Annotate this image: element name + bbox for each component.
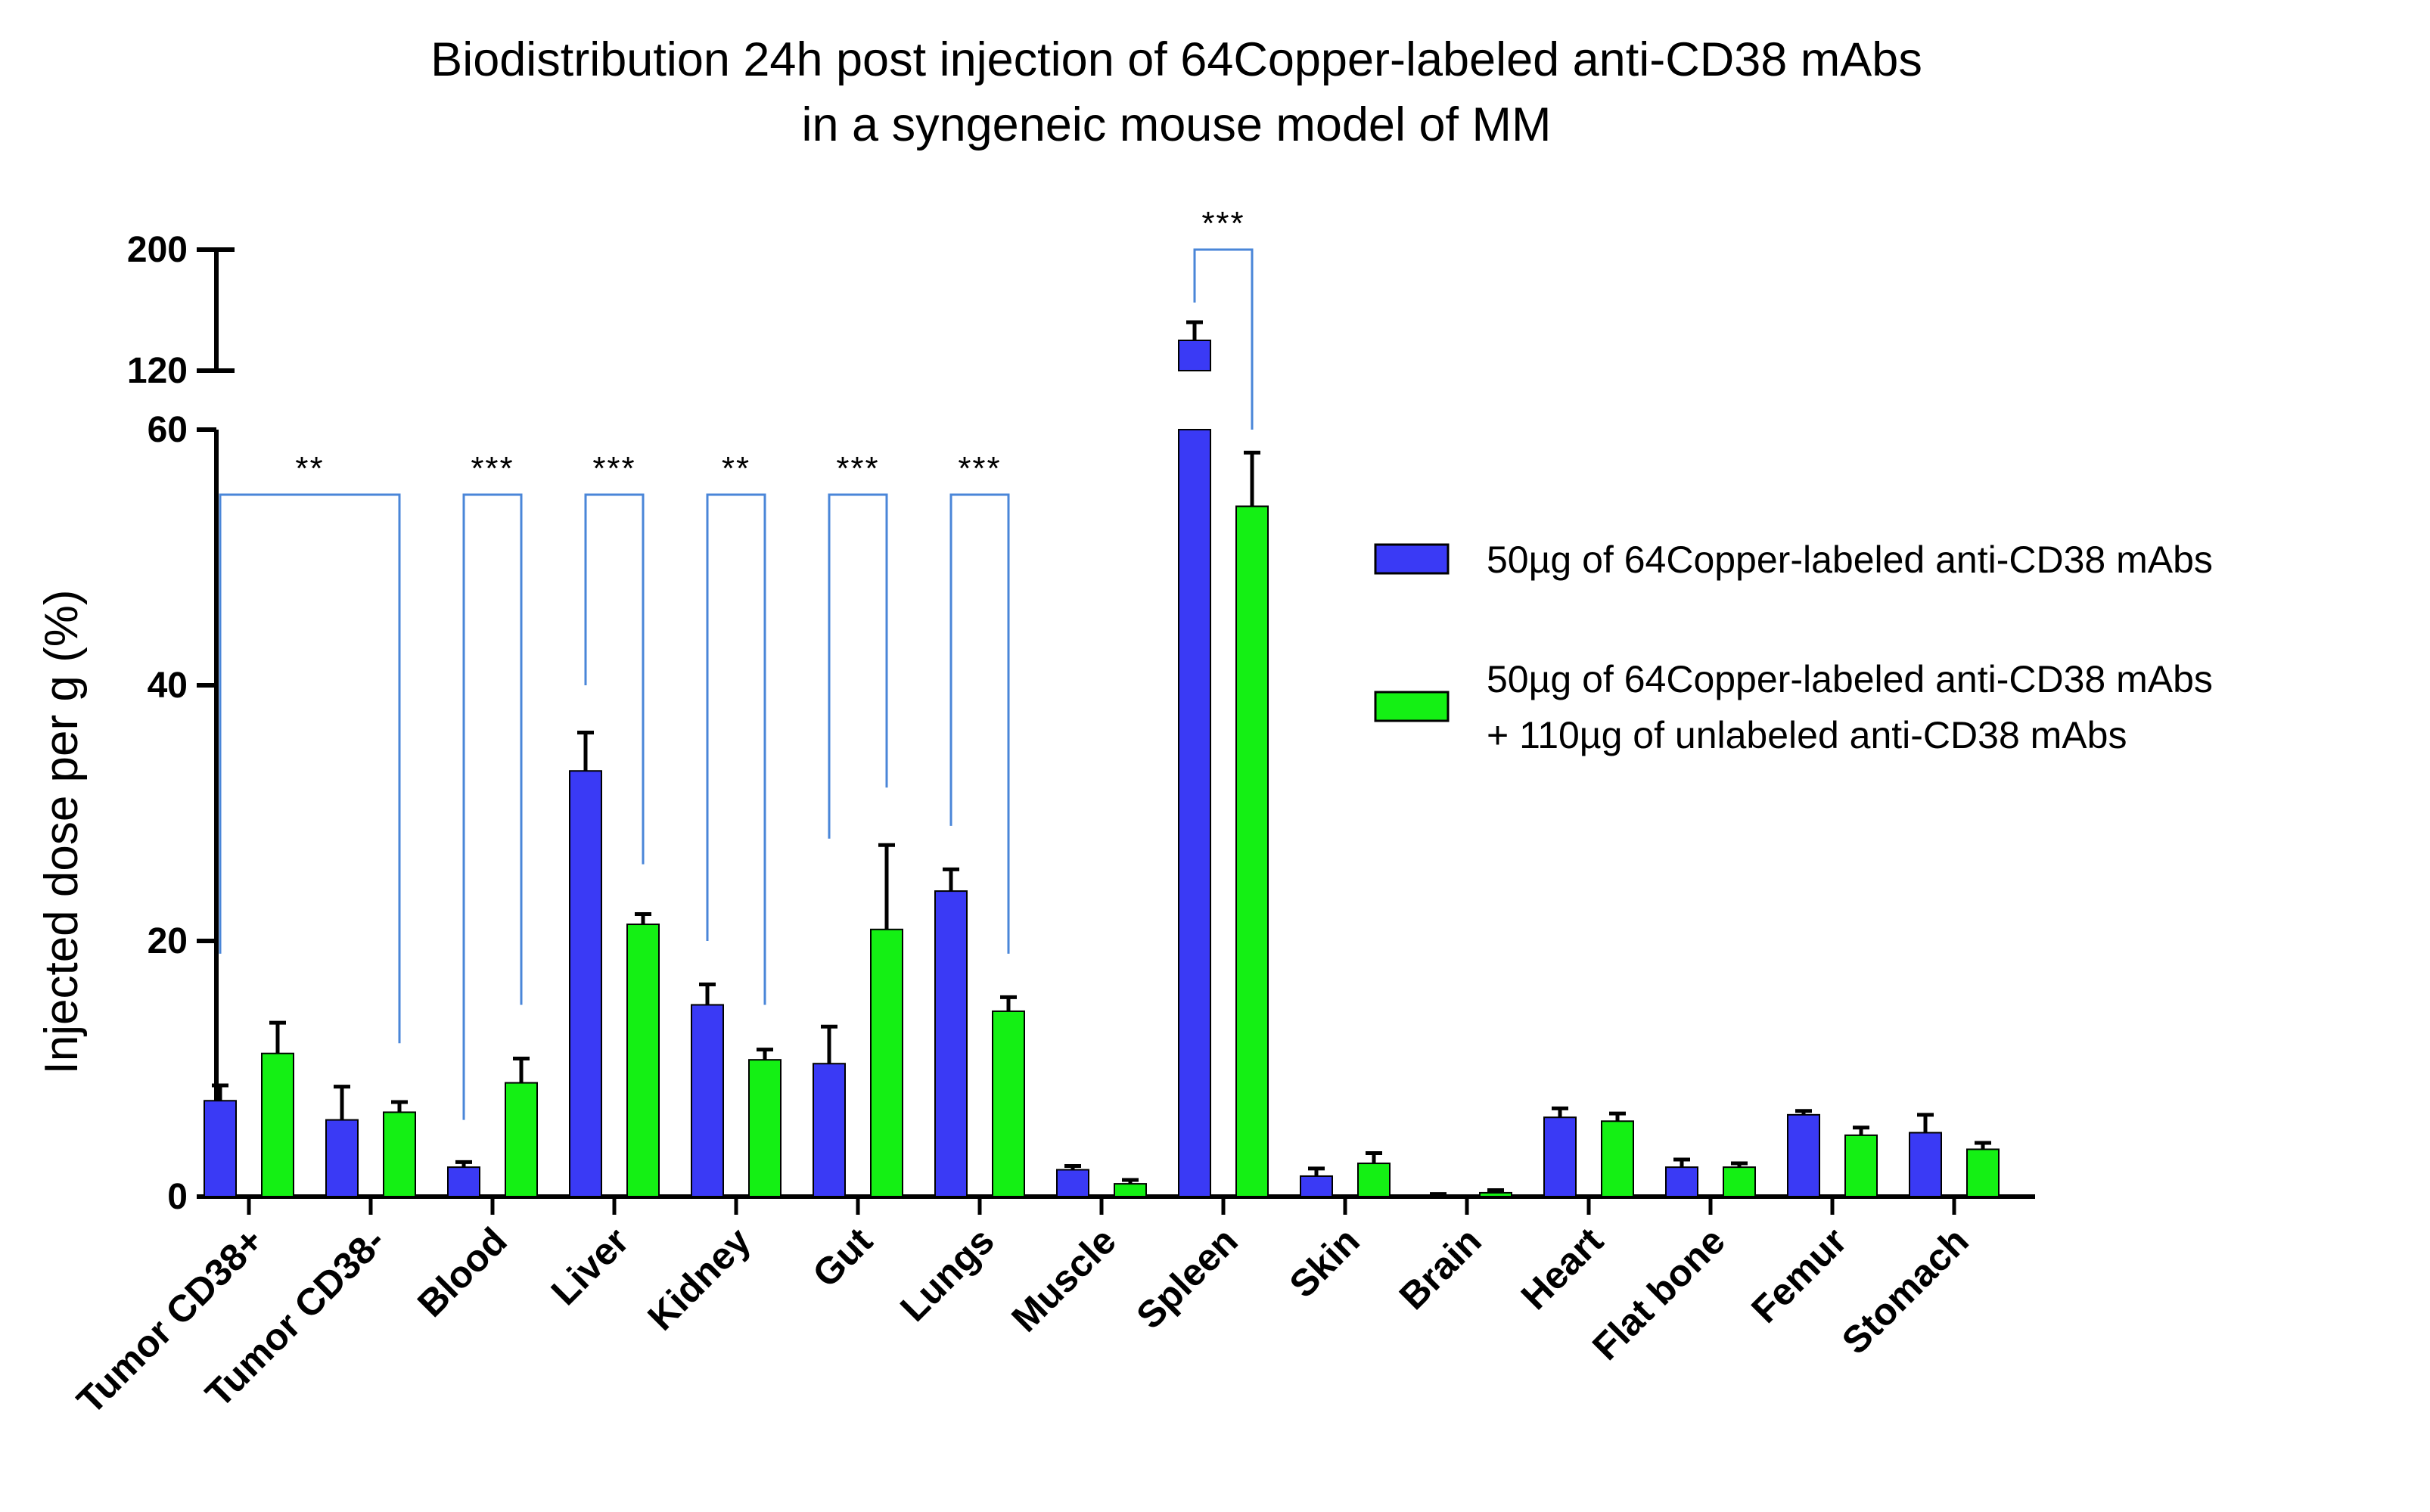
significance-brackets: ** *** *** ** *** ****** bbox=[219, 205, 1254, 1120]
x-tick-label: Skin bbox=[1282, 1219, 1368, 1306]
x-tick-label: Flat bone bbox=[1584, 1219, 1733, 1368]
bar bbox=[1844, 1134, 1878, 1198]
bar bbox=[569, 770, 602, 1197]
bar bbox=[870, 928, 903, 1198]
significance-label: *** bbox=[958, 450, 1001, 487]
bar bbox=[1723, 1166, 1756, 1198]
y-tick-label: 40 bbox=[148, 666, 188, 706]
bar bbox=[447, 1166, 480, 1198]
y-tick-label: 0 bbox=[167, 1177, 188, 1217]
legend-swatch-blocked bbox=[1374, 691, 1450, 722]
x-tick-label: Spleen bbox=[1128, 1219, 1246, 1337]
significance-label: *** bbox=[471, 450, 514, 487]
bar bbox=[1357, 1163, 1391, 1198]
x-tick-label: Muscle bbox=[1003, 1219, 1123, 1340]
significance-label: ** bbox=[295, 450, 324, 487]
bar bbox=[813, 1063, 846, 1197]
bar bbox=[1056, 1169, 1089, 1198]
bar bbox=[992, 1010, 1025, 1197]
bar bbox=[1787, 1113, 1820, 1197]
legend-label-blocked-line-1: 50µg of 64Copper-labeled anti-CD38 mAbs bbox=[1487, 658, 2213, 700]
bar bbox=[383, 1111, 416, 1197]
bar bbox=[1114, 1183, 1147, 1197]
x-tick-label: Gut bbox=[804, 1219, 881, 1296]
x-tick-label: Lungs bbox=[892, 1219, 1002, 1330]
x-axis-tick-labels: Tumor CD38+Tumor CD38- Blood Liver Kidney Gu… bbox=[69, 1219, 1977, 1422]
x-tick-label: Blood bbox=[409, 1219, 515, 1325]
bar bbox=[261, 1052, 294, 1197]
x-tick-label: Stomach bbox=[1834, 1219, 1977, 1362]
bar bbox=[1966, 1148, 2000, 1197]
bar bbox=[1909, 1132, 1942, 1197]
significance-bracket bbox=[462, 493, 523, 1120]
bar bbox=[1601, 1120, 1634, 1198]
bar bbox=[691, 1004, 724, 1197]
significance-bracket bbox=[706, 493, 766, 1005]
y-tick-label-upper: 120 bbox=[127, 351, 188, 391]
legend-label-blocked-line-2: + 110µg of unlabeled anti-CD38 mAbs bbox=[1487, 714, 2127, 756]
x-tick-label: Kidney bbox=[639, 1219, 759, 1339]
bars bbox=[204, 320, 2000, 1215]
legend-label-labeled: 50µg of 64Copper-labeled anti-CD38 mAbs bbox=[1487, 539, 2213, 581]
y-tick-label: 20 bbox=[148, 921, 188, 961]
significance-bracket bbox=[219, 493, 401, 1044]
significance-bracket bbox=[584, 493, 645, 865]
bar bbox=[325, 1119, 359, 1197]
x-tick-label: Liver bbox=[543, 1219, 637, 1313]
significance-label: ** bbox=[722, 450, 750, 487]
bar bbox=[1479, 1191, 1512, 1198]
significance-bracket bbox=[828, 493, 888, 839]
significance-bracket bbox=[1193, 248, 1254, 430]
bar bbox=[934, 890, 968, 1197]
bar-upper-segment bbox=[1178, 340, 1211, 371]
bar bbox=[626, 924, 660, 1198]
bar bbox=[1300, 1175, 1333, 1197]
legend: 50µg of 64Copper-labeled anti-CD38 mAbs … bbox=[1374, 539, 2213, 756]
y-axis-label: Injected dose per g (%) bbox=[36, 589, 88, 1074]
bar bbox=[1235, 505, 1269, 1197]
bar bbox=[204, 1100, 237, 1197]
x-tick-label: Femur bbox=[1743, 1219, 1855, 1331]
bar bbox=[1665, 1166, 1698, 1198]
chart-title-line-1: Biodistribution 24h post injection of 64… bbox=[430, 33, 1922, 86]
y-tick-label: 60 bbox=[148, 410, 188, 450]
bar bbox=[1178, 429, 1211, 1197]
x-tick-label: Heart bbox=[1513, 1219, 1611, 1318]
significance-label: *** bbox=[592, 450, 635, 487]
bar bbox=[505, 1082, 538, 1197]
significance-label: *** bbox=[836, 450, 879, 487]
bar bbox=[748, 1059, 782, 1198]
y-tick-label-upper: 200 bbox=[127, 230, 188, 270]
chart-title-line-2: in a syngeneic mouse model of MM bbox=[802, 98, 1552, 151]
significance-bracket bbox=[949, 493, 1010, 954]
bar bbox=[1543, 1116, 1577, 1197]
significance-label: *** bbox=[1201, 205, 1245, 242]
legend-swatch-labeled bbox=[1374, 543, 1450, 575]
x-tick-label: Brain bbox=[1391, 1219, 1490, 1318]
